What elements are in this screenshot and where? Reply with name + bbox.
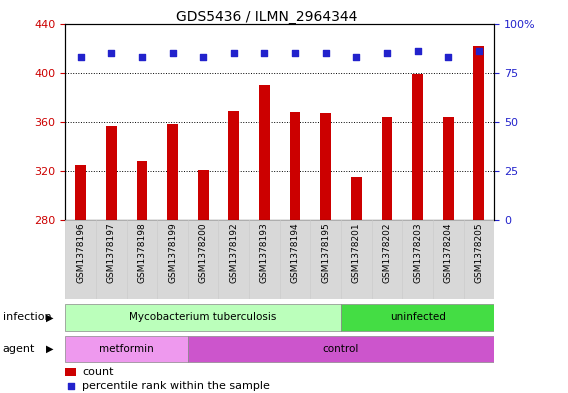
Bar — [198, 170, 208, 220]
Bar — [259, 85, 270, 220]
Text: agent: agent — [3, 344, 35, 354]
Text: GSM1378193: GSM1378193 — [260, 222, 269, 283]
Point — [290, 50, 299, 56]
Bar — [402, 220, 433, 299]
Bar — [382, 117, 392, 220]
Point — [321, 50, 330, 56]
Point — [229, 50, 239, 56]
Text: GSM1378195: GSM1378195 — [321, 222, 330, 283]
Bar — [290, 112, 300, 220]
Bar — [157, 220, 188, 299]
Bar — [341, 304, 494, 331]
Text: count: count — [82, 367, 114, 377]
Bar — [474, 46, 484, 220]
Text: control: control — [323, 344, 359, 354]
Bar — [371, 220, 402, 299]
Bar — [341, 220, 371, 299]
Text: ▶: ▶ — [47, 344, 54, 354]
Point — [326, 314, 335, 320]
Bar — [412, 74, 423, 220]
Bar — [228, 111, 239, 220]
Text: GSM1378200: GSM1378200 — [199, 222, 208, 283]
Text: percentile rank within the sample: percentile rank within the sample — [82, 381, 270, 391]
Text: Mycobacterium tuberculosis: Mycobacterium tuberculosis — [130, 312, 277, 322]
Bar — [443, 117, 454, 220]
Text: ▶: ▶ — [47, 312, 54, 322]
Bar — [65, 220, 96, 299]
Point — [413, 48, 422, 54]
Bar — [433, 220, 463, 299]
Text: GSM1378196: GSM1378196 — [76, 222, 85, 283]
Bar — [127, 220, 157, 299]
Bar — [136, 161, 147, 220]
Text: GSM1378203: GSM1378203 — [413, 222, 422, 283]
Bar — [310, 220, 341, 299]
Bar — [188, 336, 494, 362]
Text: GSM1378201: GSM1378201 — [352, 222, 361, 283]
Text: GSM1378204: GSM1378204 — [444, 222, 453, 283]
Text: GSM1378205: GSM1378205 — [474, 222, 483, 283]
Bar — [106, 125, 116, 220]
Text: infection: infection — [3, 312, 52, 322]
Point — [352, 54, 361, 60]
Point — [444, 54, 453, 60]
Bar — [463, 220, 494, 299]
Bar — [280, 220, 310, 299]
Bar — [188, 220, 219, 299]
Point — [260, 50, 269, 56]
Bar — [167, 124, 178, 220]
Text: GSM1378199: GSM1378199 — [168, 222, 177, 283]
Bar — [219, 220, 249, 299]
Point — [76, 54, 85, 60]
Text: GSM1378197: GSM1378197 — [107, 222, 116, 283]
Text: uninfected: uninfected — [390, 312, 445, 322]
Point — [474, 48, 483, 54]
Point — [107, 50, 116, 56]
Point — [168, 50, 177, 56]
Text: metformin: metformin — [99, 344, 154, 354]
Bar — [96, 220, 127, 299]
Text: GDS5436 / ILMN_2964344: GDS5436 / ILMN_2964344 — [176, 10, 358, 24]
Bar — [351, 177, 362, 220]
Point — [382, 50, 391, 56]
Point — [199, 54, 208, 60]
Text: GSM1378202: GSM1378202 — [382, 222, 391, 283]
Bar — [76, 165, 86, 220]
Bar — [65, 304, 341, 331]
Text: GSM1378198: GSM1378198 — [137, 222, 147, 283]
Point — [137, 54, 147, 60]
Bar — [65, 368, 76, 376]
Bar — [249, 220, 280, 299]
Text: GSM1378194: GSM1378194 — [291, 222, 299, 283]
Bar — [320, 113, 331, 220]
Bar — [65, 336, 188, 362]
Text: GSM1378192: GSM1378192 — [229, 222, 239, 283]
